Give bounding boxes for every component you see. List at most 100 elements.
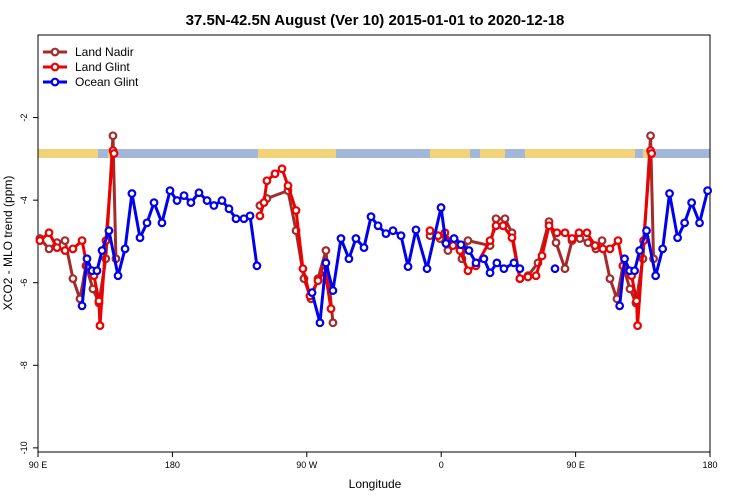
data-point <box>463 236 473 246</box>
data-point <box>544 221 554 231</box>
data-point <box>172 196 182 205</box>
data-point <box>186 198 196 208</box>
land-strip <box>38 149 98 158</box>
data-point <box>95 321 105 331</box>
series <box>77 186 713 328</box>
data-point <box>583 238 593 248</box>
data-point <box>436 203 446 212</box>
data-point <box>109 149 119 158</box>
data-point <box>582 228 592 238</box>
x-tick-label: 0 <box>439 460 444 470</box>
legend-marker <box>50 62 60 72</box>
data-point <box>651 271 661 281</box>
data-point <box>120 244 130 254</box>
land-strip <box>525 149 635 158</box>
data-point <box>60 236 70 246</box>
data-point <box>344 254 354 264</box>
data-point <box>605 274 615 283</box>
data-point <box>485 268 495 278</box>
data-point <box>422 264 432 274</box>
data-point <box>179 191 189 201</box>
data-point <box>68 244 78 254</box>
data-point <box>499 264 509 274</box>
data-point <box>515 264 525 274</box>
data-point <box>157 218 167 228</box>
data-point <box>550 264 560 274</box>
data-point <box>108 131 118 141</box>
data-point <box>396 231 406 241</box>
x-tick-label: 90 W <box>296 460 318 470</box>
data-point <box>646 131 655 141</box>
data-point <box>313 276 323 286</box>
data-point <box>326 304 336 314</box>
data-point <box>531 271 541 281</box>
data-point <box>291 206 301 215</box>
data-point <box>479 254 489 264</box>
data-point <box>270 169 280 179</box>
x-tick-label: 180 <box>165 460 180 470</box>
data-point <box>630 266 639 276</box>
data-point <box>449 234 459 243</box>
data-point <box>351 234 361 243</box>
data-point <box>615 301 625 311</box>
data-point <box>411 225 421 235</box>
land-strip <box>643 149 651 158</box>
data-point <box>252 261 262 271</box>
land-strip <box>430 149 470 158</box>
data-point <box>381 229 391 238</box>
data-point <box>507 233 517 243</box>
data-point <box>491 221 501 231</box>
data-point <box>552 228 562 238</box>
data-point <box>366 212 376 222</box>
ocean-strip <box>38 149 710 158</box>
data-point <box>277 164 287 174</box>
x-tick-label: 90 E <box>29 460 48 470</box>
data-point <box>209 201 219 210</box>
data-point <box>68 274 78 283</box>
chart-title: 37.5N-42.5N August (Ver 10) 2015-01-01 t… <box>186 12 565 29</box>
data-point <box>97 246 107 255</box>
data-point <box>492 258 502 268</box>
data-point <box>590 241 600 250</box>
data-point <box>127 189 137 198</box>
data-point <box>498 221 508 231</box>
data-point <box>283 181 293 191</box>
data-point <box>328 318 338 328</box>
legend-marker <box>50 77 60 87</box>
data-point <box>605 244 615 254</box>
data-point <box>94 296 104 306</box>
data-point <box>647 149 657 158</box>
data-point <box>537 251 547 261</box>
data-point <box>500 214 510 224</box>
data-point <box>687 198 697 208</box>
legend-label: Ocean Glint <box>75 75 139 89</box>
data-point <box>560 264 570 274</box>
data-point <box>464 246 474 255</box>
data-point <box>44 228 54 238</box>
data-point <box>515 274 525 283</box>
data-point <box>703 186 713 196</box>
data-point <box>52 243 62 253</box>
data-point <box>245 211 255 221</box>
data-point <box>695 218 704 228</box>
data-point <box>680 218 690 228</box>
data-point <box>373 221 383 231</box>
x-tick-label: 90 E <box>566 460 585 470</box>
data-point <box>456 240 466 250</box>
data-point <box>336 234 346 243</box>
data-point <box>307 288 317 298</box>
land-strip <box>258 149 336 158</box>
data-point <box>642 226 651 236</box>
data-point <box>403 262 413 272</box>
land-strip <box>480 149 505 158</box>
data-point <box>35 236 45 246</box>
data-point <box>613 236 623 246</box>
data-point <box>217 196 227 205</box>
data-point <box>259 198 269 208</box>
data-point <box>425 226 435 236</box>
data-point <box>560 228 570 238</box>
data-point <box>104 226 114 236</box>
data-point <box>597 236 607 246</box>
legend-label: Land Glint <box>75 60 130 74</box>
